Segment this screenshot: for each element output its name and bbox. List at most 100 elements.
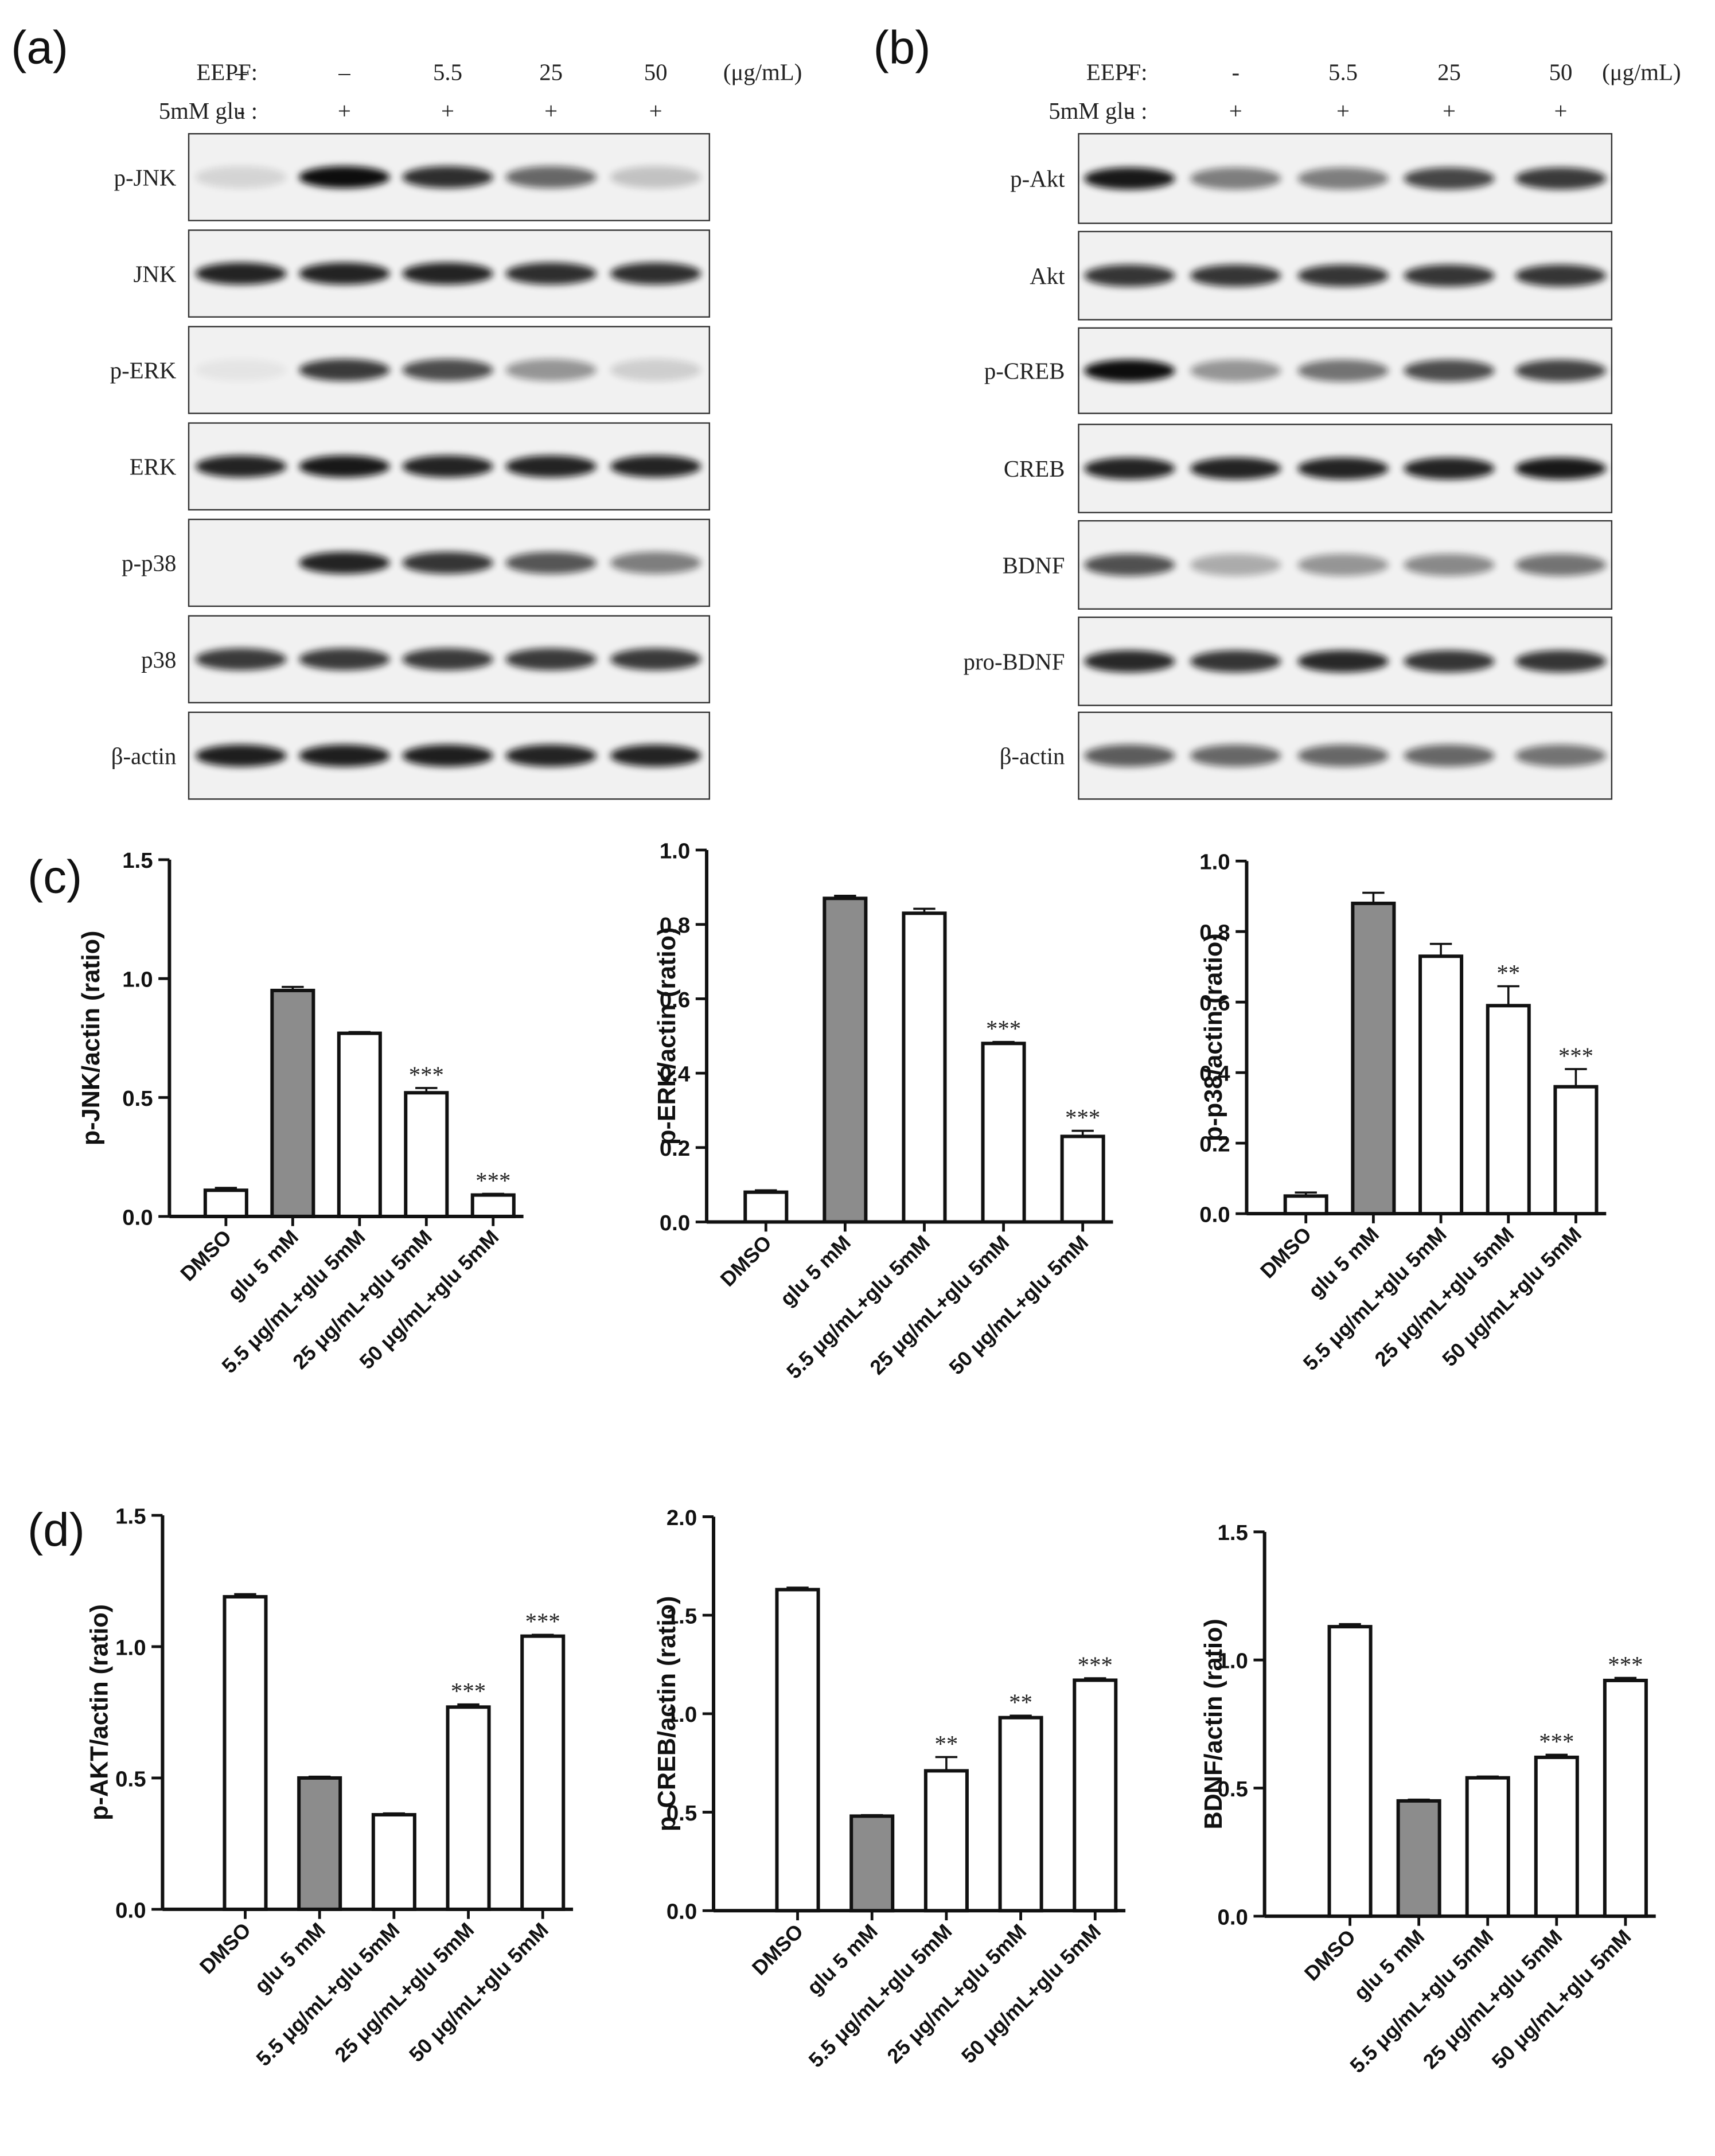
dose-label: 25 (1437, 60, 1461, 85)
y-axis-label: p-CREB/actin (ratio) (653, 1596, 681, 1832)
y-tick-label: 1.5 (115, 1504, 146, 1529)
band (299, 455, 390, 478)
y-tick-label: 1.0 (122, 968, 153, 992)
bar (371, 1813, 416, 1911)
band (505, 262, 597, 285)
band (610, 262, 701, 285)
treatment-label: 5mM glu : (1049, 98, 1147, 124)
dose-label: – (235, 60, 247, 85)
y-tick-label: 1.0 (1217, 1649, 1248, 1674)
band (610, 358, 701, 381)
band (196, 166, 287, 189)
y-tick-label: 0.6 (1199, 991, 1230, 1016)
protein-label: JNK (134, 261, 177, 287)
bar (1418, 954, 1464, 1216)
x-tick-label: 50 μg/mL+glu 5mM (957, 1919, 1105, 2068)
significance: *** (409, 1062, 444, 1087)
band (505, 648, 597, 670)
treatment-label: EEPF: (1086, 60, 1148, 85)
glu-label: + (1443, 98, 1456, 124)
bar (902, 911, 947, 1224)
band (1404, 650, 1495, 673)
dose-label: 50 (644, 60, 668, 85)
band (505, 744, 597, 767)
bar (1327, 1625, 1373, 1918)
significance: ** (934, 1731, 958, 1757)
band (196, 455, 287, 478)
band (196, 358, 287, 381)
glu-label: - (237, 98, 245, 124)
significance: *** (1078, 1652, 1113, 1678)
x-tick-label: DMSO (1300, 1925, 1360, 1985)
band (1190, 650, 1281, 673)
protein-label: p-Akt (1010, 166, 1065, 192)
band (1515, 264, 1607, 287)
bar (203, 1188, 248, 1218)
x-tick-label: DMSO (195, 1918, 255, 1978)
band (299, 262, 390, 285)
y-tick-label: 0.4 (660, 1062, 691, 1087)
glu-label: + (1554, 98, 1568, 124)
bar (297, 1776, 342, 1911)
bar (1283, 1194, 1328, 1216)
bar (1351, 902, 1396, 1216)
band (1190, 457, 1281, 480)
x-tick-label: glu 5 mM (250, 1918, 329, 1998)
significance: *** (1539, 1729, 1574, 1755)
bar (1553, 1085, 1599, 1216)
bar (1060, 1134, 1105, 1224)
dose-label: 5.5 (1328, 60, 1358, 85)
band (1404, 264, 1495, 287)
y-axis-label: p-JNK/actin (ratio) (77, 931, 105, 1146)
band (505, 166, 597, 189)
protein-label: p-CREB (984, 358, 1065, 384)
y-tick-label: 0.2 (1199, 1132, 1230, 1157)
bar (743, 1190, 789, 1224)
band (402, 455, 493, 478)
band (1515, 744, 1607, 767)
band (1084, 553, 1175, 576)
band (196, 744, 287, 767)
band (1190, 553, 1281, 576)
bar (270, 988, 315, 1218)
y-tick-label: 0.8 (1199, 921, 1230, 945)
treatment-label: EEPF: (196, 60, 258, 85)
y-tick-label: 1.0 (660, 839, 690, 863)
significance: *** (1065, 1105, 1100, 1130)
band (610, 166, 701, 189)
band (1084, 167, 1175, 190)
band (402, 262, 493, 285)
bar (1073, 1678, 1118, 1913)
band (299, 552, 390, 574)
protein-label: p-JNK (114, 165, 177, 190)
band (1515, 650, 1607, 673)
unit-label: (μg/mL) (1602, 60, 1681, 85)
band (1297, 360, 1389, 382)
dose-label: 25 (539, 60, 563, 85)
panel-label: (b) (874, 22, 931, 74)
protein-label: BDNF (1003, 552, 1065, 578)
protein-label: Akt (1030, 263, 1065, 289)
glu-label: + (338, 98, 351, 124)
x-tick-label: DMSO (1256, 1222, 1316, 1282)
protein-label: pro-BDNF (964, 649, 1065, 675)
significance: ** (1009, 1690, 1032, 1716)
y-tick-label: 0.0 (660, 1211, 690, 1235)
x-tick-label: 50 μg/mL+glu 5mM (944, 1231, 1093, 1379)
band (1084, 360, 1175, 382)
band (1084, 650, 1175, 673)
panel-label: (d) (28, 1504, 85, 1556)
band (1404, 457, 1495, 480)
y-tick-label: 1.0 (1199, 850, 1230, 875)
protein-label: p-ERK (110, 357, 177, 383)
band (1404, 360, 1495, 382)
band (196, 648, 287, 670)
bar (1486, 1004, 1531, 1216)
band (402, 552, 493, 574)
band (402, 648, 493, 670)
y-tick-label: 1.5 (1217, 1520, 1248, 1545)
band (610, 648, 701, 670)
band (1515, 360, 1607, 382)
y-axis-label: p-p38/actin (ratio) (1200, 933, 1227, 1141)
